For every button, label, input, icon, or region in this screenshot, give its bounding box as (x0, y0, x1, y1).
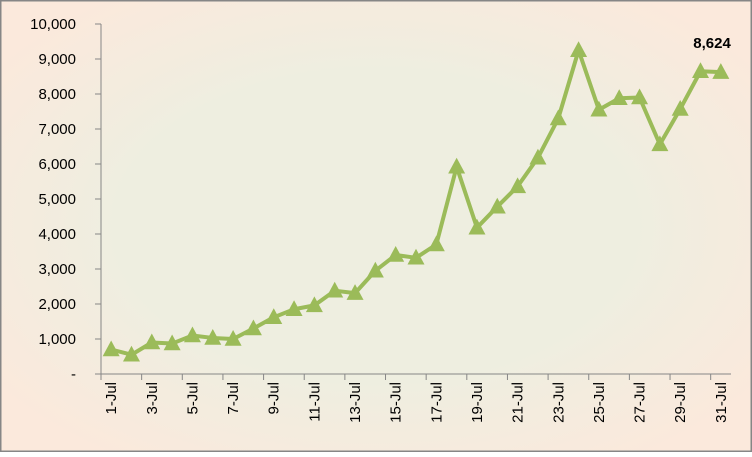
series-layer (102, 41, 730, 362)
x-tick-label: 31-Jul (713, 382, 730, 423)
data-point-marker (265, 308, 283, 325)
x-tick-label: 15-Jul (388, 382, 405, 423)
data-point-marker (631, 88, 649, 105)
data-labels: 8,624 (693, 35, 731, 52)
y-axis: - 1,000 2,000 3,000 4,000 5,000 6,000 7,000 8,00… (30, 16, 102, 383)
data-point-marker (285, 300, 303, 316)
x-tick-label: 19-Jul (469, 382, 486, 423)
data-point-marker (488, 197, 506, 214)
x-tick-label: 11-Jul (306, 382, 323, 422)
x-axis: 1-Jul 3-Jul 5-Jul 7-Jul 9-Jul 11-Jul 13-Jul 15-… (100, 373, 731, 423)
x-tick-label: 23-Jul (550, 382, 567, 423)
data-point-marker (183, 326, 201, 343)
data-point-marker (529, 148, 547, 165)
data-point-marker (590, 100, 608, 117)
x-tick-label: 9-Jul (266, 382, 283, 415)
data-point-marker (326, 281, 344, 298)
x-tick-label: 7-Jul (225, 382, 242, 415)
y-tick-label: 10,000 (30, 16, 76, 33)
data-point-marker (163, 334, 181, 351)
data-point-marker (305, 296, 323, 313)
data-point-marker (102, 340, 120, 357)
data-point-marker (448, 157, 466, 174)
data-point-marker (712, 63, 730, 79)
x-tick-label: 17-Jul (428, 382, 445, 423)
y-tick-label: 6,000 (38, 156, 76, 173)
data-point-marker (509, 177, 527, 194)
y-tick-label: 8,000 (38, 86, 76, 103)
data-point-marker (468, 218, 486, 235)
data-point-marker (387, 246, 405, 262)
x-tick-label: 25-Jul (591, 382, 608, 423)
data-point-marker (224, 330, 242, 346)
data-point-marker (692, 62, 710, 78)
data-point-marker (346, 284, 364, 300)
data-point-marker (122, 345, 140, 362)
y-tick-label: 2,000 (38, 296, 76, 313)
y-tick-label: 5,000 (38, 191, 76, 208)
data-point-marker (143, 333, 161, 350)
data-point-marker (204, 328, 222, 345)
data-point-marker (651, 135, 669, 152)
data-point-marker (427, 235, 445, 252)
y-tick-label: 3,000 (38, 261, 76, 278)
x-tick-label: 21-Jul (510, 382, 527, 423)
data-point-marker (570, 41, 588, 57)
y-tick-label: 1,000 (38, 331, 76, 348)
data-point-marker (244, 319, 262, 336)
data-point-marker (407, 248, 425, 265)
x-tick-label: 1-Jul (103, 382, 120, 415)
x-tick-label: 3-Jul (144, 382, 161, 415)
x-tick-label: 13-Jul (347, 382, 364, 423)
x-tick-label: 27-Jul (632, 382, 649, 423)
y-tick-label: 4,000 (38, 226, 76, 243)
x-tick-label: 5-Jul (184, 382, 201, 415)
data-point-marker (549, 109, 567, 126)
y-tick-label: 9,000 (38, 51, 76, 68)
y-tick-label: - (71, 366, 76, 383)
x-tick-label: 29-Jul (672, 382, 689, 423)
y-tick-label: 7,000 (38, 121, 76, 138)
data-label: 8,624 (693, 35, 731, 52)
data-point-marker (366, 261, 384, 278)
data-point-marker (671, 100, 689, 116)
data-point-marker (610, 89, 628, 105)
